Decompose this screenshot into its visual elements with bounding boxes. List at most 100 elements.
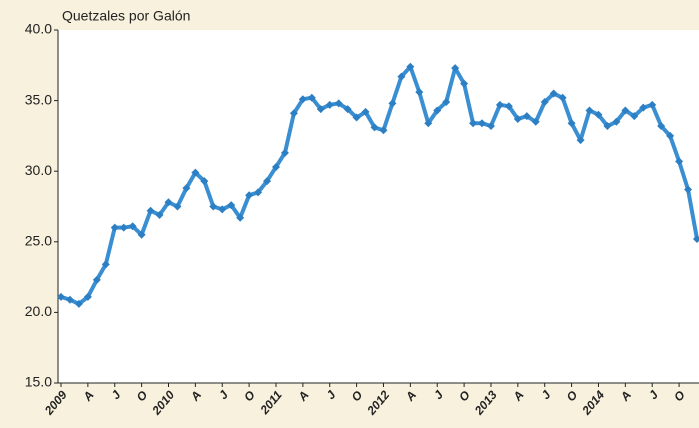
x-tick-label: A (510, 388, 527, 404)
point (83, 292, 92, 301)
point (101, 260, 110, 269)
x-tick-label: 2010 (149, 388, 178, 418)
point (585, 106, 594, 115)
point (639, 103, 648, 112)
point (280, 148, 289, 157)
point (352, 113, 361, 122)
point (675, 157, 684, 166)
point (325, 100, 334, 109)
point (137, 230, 146, 239)
point (469, 119, 478, 128)
point (406, 62, 415, 71)
x-tick-label: J (538, 388, 553, 402)
x-tick-label: 2013 (471, 388, 500, 418)
x-tick-label: O (564, 387, 581, 404)
x-tick-label: 2014 (579, 388, 608, 418)
point (451, 64, 460, 73)
point (271, 162, 280, 171)
point (684, 185, 693, 194)
point (200, 177, 209, 186)
point (227, 201, 236, 210)
y-tick-label: 20.0 (25, 303, 52, 319)
x-tick-label: 2011 (257, 388, 285, 418)
point (370, 123, 379, 132)
point (630, 112, 639, 121)
point (424, 119, 433, 128)
point (289, 109, 298, 118)
x-tick-label: J (431, 388, 446, 402)
point (191, 168, 200, 177)
point (540, 98, 549, 107)
point (648, 100, 657, 109)
point (388, 99, 397, 108)
point (119, 223, 128, 232)
point (146, 206, 155, 215)
point (666, 131, 675, 140)
point (74, 299, 83, 308)
point (245, 191, 254, 200)
point (495, 100, 504, 109)
point (612, 117, 621, 126)
point (254, 188, 263, 197)
point (460, 79, 469, 88)
x-tick-label: A (402, 388, 419, 404)
point (397, 72, 406, 81)
point (567, 119, 576, 128)
point (65, 295, 74, 304)
point (307, 93, 316, 102)
x-tick-label: O (456, 387, 473, 404)
x-tick-label: J (108, 388, 123, 402)
x-tick-label: O (134, 387, 151, 404)
point (110, 223, 119, 232)
point (522, 112, 531, 121)
point (164, 198, 173, 207)
plot-area (58, 30, 699, 383)
point (657, 122, 666, 131)
x-tick-label: 2012 (364, 388, 393, 418)
x-tick-label: A (295, 388, 312, 404)
point (263, 177, 272, 186)
point (343, 105, 352, 114)
point (433, 106, 442, 115)
axis-title: Quetzales por Galón (62, 8, 190, 24)
point (182, 184, 191, 193)
x-tick-label: O (671, 387, 688, 404)
point (316, 105, 325, 114)
point (57, 292, 65, 301)
y-tick-label: 25.0 (25, 233, 52, 249)
point (693, 234, 699, 243)
x-tick-label: J (216, 388, 231, 402)
point (558, 93, 567, 102)
point (486, 122, 495, 131)
x-tick-label: A (187, 388, 204, 404)
y-tick-label: 15.0 (25, 374, 52, 390)
x-tick-label: O (349, 387, 366, 404)
point (218, 205, 227, 214)
x-tick-label: A (80, 388, 97, 404)
y-tick-label: 35.0 (25, 91, 52, 107)
x-tick-label: O (241, 387, 258, 404)
point (603, 122, 612, 131)
point (173, 202, 182, 211)
point (549, 89, 558, 98)
point (594, 110, 603, 119)
point (442, 98, 451, 107)
point (236, 213, 245, 222)
point (504, 102, 513, 111)
x-tick-label: J (323, 388, 338, 402)
point (128, 222, 137, 231)
point (415, 88, 424, 97)
point (513, 114, 522, 123)
point (298, 95, 307, 104)
point (478, 119, 487, 128)
x-tick-label: A (617, 388, 634, 404)
point (361, 107, 370, 116)
point (621, 106, 630, 115)
point (334, 99, 343, 108)
x-tick-label: 2009 (41, 388, 70, 418)
x-tick-label: J (646, 388, 661, 402)
y-tick-label: 30.0 (25, 162, 52, 178)
point (576, 136, 585, 145)
